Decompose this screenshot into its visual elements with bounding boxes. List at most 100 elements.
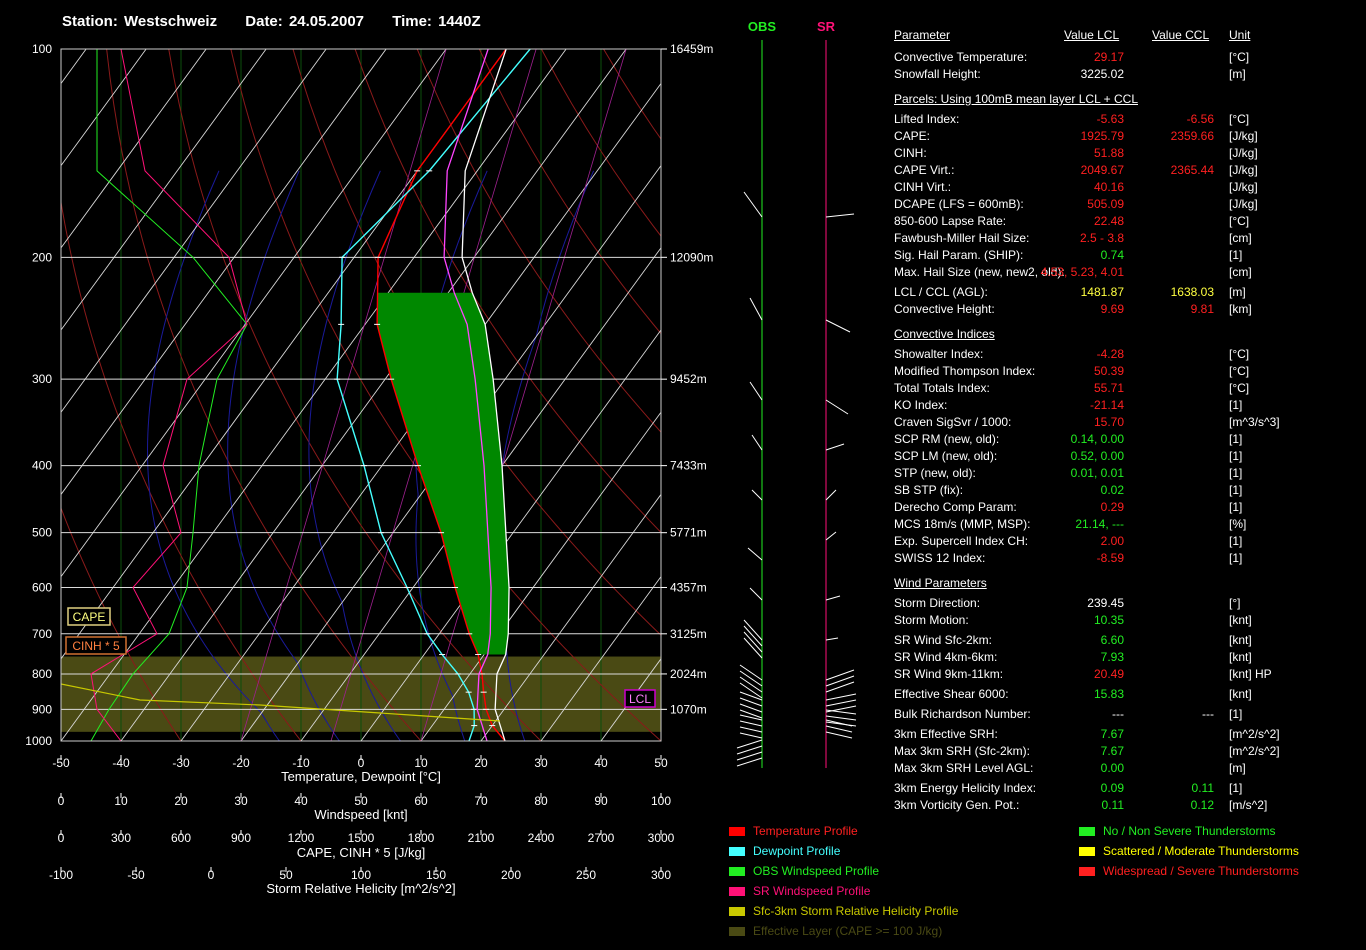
height-label: 2024m: [670, 667, 707, 681]
table-row-lcl-value: 239.45: [1087, 596, 1124, 610]
table-row-name: Snowfall Height:: [894, 67, 981, 81]
table-header-unit: Unit: [1229, 28, 1251, 42]
sr-wind-barb: [825, 709, 857, 715]
obs-wind-barb: [739, 703, 763, 713]
temperature-axis-label: -50: [52, 756, 70, 770]
obs-wind-barb: [739, 732, 763, 739]
table-row-unit: [1]: [1229, 398, 1243, 412]
table-row-unit: [1]: [1229, 248, 1243, 262]
srh-axis-label: 150: [426, 868, 446, 882]
table-row-unit: [J/kg]: [1229, 129, 1258, 143]
obs-wind-barb: [743, 625, 763, 647]
cape-axis-label: 3000: [648, 831, 675, 845]
sr-wind-barb: [825, 681, 855, 693]
table-row-name: Craven SigSvr / 1000:: [894, 415, 1012, 429]
pressure-tick-label: 900: [32, 702, 52, 716]
sr-wind-barb: [825, 675, 855, 687]
table-row-lcl-value: 21.14, ---: [1075, 517, 1124, 531]
table-row-lcl-value: 6.60: [1100, 633, 1124, 647]
table-row-unit: [°C]: [1229, 50, 1250, 64]
axis-title: Storm Relative Helicity [m^2/s^2]: [266, 881, 455, 896]
dry-adiabat: [106, 49, 422, 741]
obs-wind-barb: [739, 720, 763, 727]
dry-adiabat: [168, 49, 542, 741]
legend-swatch: [729, 827, 745, 837]
srh-axis-label: 0: [208, 868, 215, 882]
section-title-convective: Convective Indices: [894, 327, 995, 341]
table-row-lcl-value: 22.48: [1093, 214, 1124, 228]
table-row-lcl-value: 7.93: [1100, 650, 1124, 664]
pressure-tick-label: 400: [32, 459, 52, 473]
obs-wind-barb: [736, 739, 763, 749]
temperature-axis-label: 50: [654, 756, 668, 770]
height-label: 3125m: [670, 627, 707, 641]
table-row-unit: [1]: [1229, 781, 1243, 795]
temperature-axis-label: -30: [172, 756, 190, 770]
table-row-unit: [1]: [1229, 707, 1243, 721]
cape-axis-label: 1500: [348, 831, 375, 845]
obs-wind-barb: [749, 587, 763, 601]
temperature-axis-label: 10: [414, 756, 428, 770]
cape-axis-label: 300: [111, 831, 131, 845]
obs-wind-barb: [747, 547, 763, 561]
pressure-tick-label: 700: [32, 627, 52, 641]
table-row-name: SR Wind Sfc-2km:: [894, 633, 993, 647]
table-row-lcl-value: 0.01, 0.01: [1070, 466, 1124, 480]
table-row-lcl-value: ---: [1112, 707, 1124, 721]
table-row-name: 850-600 Lapse Rate:: [894, 214, 1007, 228]
cape-area: [377, 292, 510, 655]
srh-axis-label: 50: [279, 868, 293, 882]
table-row-unit: [km]: [1229, 302, 1252, 316]
cape-axis-label: 600: [171, 831, 191, 845]
table-row-name: Storm Direction:: [894, 596, 981, 610]
table-row-lcl-value: 0.74: [1100, 248, 1124, 262]
table-row-lcl-value: -5.63: [1096, 112, 1124, 126]
table-row-unit: [1]: [1229, 534, 1243, 548]
station-label: Station: Westschweiz: [62, 13, 218, 30]
table-row-lcl-value: 2049.67: [1080, 163, 1124, 177]
table-row-ccl-value: 2359.66: [1170, 129, 1214, 143]
cape-axis-label: 900: [231, 831, 251, 845]
windspeed-axis-label: 50: [354, 794, 368, 808]
table-row-unit: [m]: [1229, 761, 1246, 775]
table-row-unit: [°C]: [1229, 364, 1250, 378]
obs-wind-barb: [739, 676, 763, 693]
obs-wind-barb: [743, 631, 763, 653]
pressure-tick-label: 100: [32, 42, 52, 56]
legend-item: Dewpoint Profile: [729, 843, 840, 859]
legend-label: Temperature Profile: [753, 824, 858, 838]
table-row-unit: [knt]: [1229, 687, 1252, 701]
windspeed-axis-label: 100: [651, 794, 671, 808]
table-row-lcl-value: 7.67: [1100, 727, 1124, 741]
table-row-name: SR Wind 9km-11km:: [894, 667, 1004, 681]
height-label: 16459m: [670, 42, 713, 56]
table-row-lcl-value: 0.00: [1100, 761, 1124, 775]
table-row-unit: [1]: [1229, 432, 1243, 446]
legend-swatch: [729, 927, 745, 937]
table-row-name: SCP RM (new, old):: [894, 432, 1000, 446]
cape-box: [67, 607, 111, 626]
sr-wind-barb: [825, 637, 839, 641]
obs-windspeed-profile: [90, 49, 248, 741]
table-row-lcl-value: 0.09: [1100, 781, 1124, 795]
table-row-unit: [%]: [1229, 517, 1247, 531]
legend-item: Effective Layer (CAPE >= 100 J/kg): [729, 923, 942, 939]
table-row-lcl-value: -21.14: [1089, 398, 1124, 412]
table-row-unit: [1]: [1229, 551, 1243, 565]
cape-box-label: CAPE: [73, 610, 106, 624]
legend-label: Sfc-3km Storm Relative Helicity Profile: [753, 904, 959, 918]
date-label: Date: 24.05.2007: [245, 13, 365, 30]
cape-axis-label: 0: [58, 831, 65, 845]
table-row-name: Showalter Index:: [894, 347, 984, 361]
table-row-unit: [1]: [1229, 483, 1243, 497]
windspeed-axis-label: 60: [414, 794, 428, 808]
isotherm: [61, 49, 447, 578]
table-row-name: SR Wind 4km-6km:: [894, 650, 998, 664]
table-row-unit: [°C]: [1229, 214, 1250, 228]
temperature-axis-label: 0: [358, 756, 365, 770]
sr-wind-barb: [825, 699, 857, 707]
legend-swatch: [1079, 847, 1095, 857]
srh-profile: [61, 683, 501, 722]
legend-label: No / Non Severe Thunderstorms: [1103, 824, 1276, 838]
